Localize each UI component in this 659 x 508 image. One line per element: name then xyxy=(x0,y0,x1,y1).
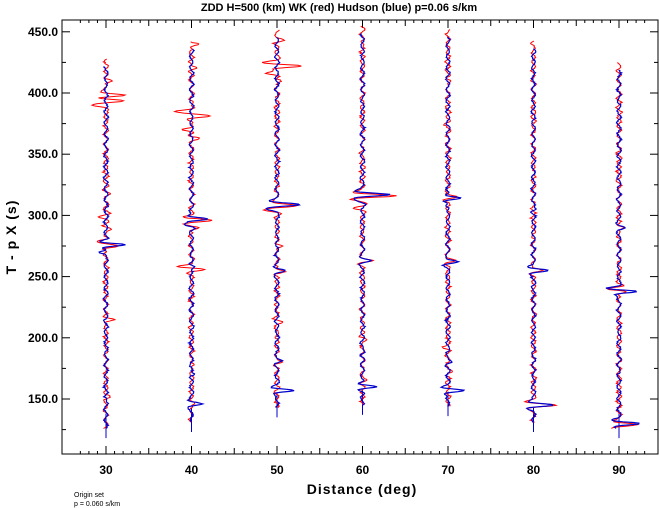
x-axis: 30 40 50 60 70 80 90 xyxy=(79,20,646,477)
y-tick-label: 300.0 xyxy=(28,208,58,222)
footer-slowness: p = 0.060 s/km xyxy=(74,501,120,508)
x-tick-label: 30 xyxy=(99,463,113,477)
y-tick-label: 200.0 xyxy=(28,331,58,345)
trace-50 xyxy=(261,29,302,418)
chart-title: ZDD H=500 (km) WK (red) Hudson (blue) p=… xyxy=(201,2,477,14)
y-tick-label: 350.0 xyxy=(28,147,58,161)
hudson-blue-trace xyxy=(439,36,466,407)
trace-40 xyxy=(172,41,213,433)
y-tick-label: 150.0 xyxy=(28,392,58,406)
y-axis: 150.0 200.0 250.0 300.0 350.0 400.0 450.0 xyxy=(28,25,658,431)
y-tick-label: 450.0 xyxy=(28,25,58,39)
plot-frame xyxy=(61,19,659,455)
x-tick-label: 50 xyxy=(270,463,284,477)
trace-90 xyxy=(605,62,640,439)
x-tick-label: 80 xyxy=(527,463,541,477)
footer-origin: Origin set xyxy=(74,492,104,499)
hudson-blue-trace xyxy=(98,66,126,429)
wk-red-trace xyxy=(523,40,558,423)
trace-layer xyxy=(90,25,640,439)
x-tick-label: 60 xyxy=(356,463,370,477)
x-tick-label: 40 xyxy=(185,463,199,477)
wk-red-trace xyxy=(348,25,397,406)
wk-red-trace xyxy=(441,29,459,407)
hudson-blue-trace xyxy=(265,36,301,408)
hudson-blue-trace xyxy=(353,33,391,406)
y-tick-label: 400.0 xyxy=(28,86,58,100)
x-tick-label: 90 xyxy=(612,463,626,477)
x-axis-title: Distance (deg) xyxy=(307,481,417,497)
wk-red-trace xyxy=(261,29,302,409)
hudson-blue-trace xyxy=(525,48,554,423)
trace-60 xyxy=(348,25,397,415)
trace-30 xyxy=(90,58,127,439)
hudson-blue-trace xyxy=(605,69,640,429)
trace-80 xyxy=(523,40,558,433)
x-tick-label: 70 xyxy=(441,463,455,477)
trace-70 xyxy=(439,29,466,417)
y-tick-label: 250.0 xyxy=(28,270,58,284)
y-axis-title: T - p X (s) xyxy=(3,200,19,275)
wk-red-trace xyxy=(172,41,213,423)
hudson-blue-trace xyxy=(184,48,209,423)
